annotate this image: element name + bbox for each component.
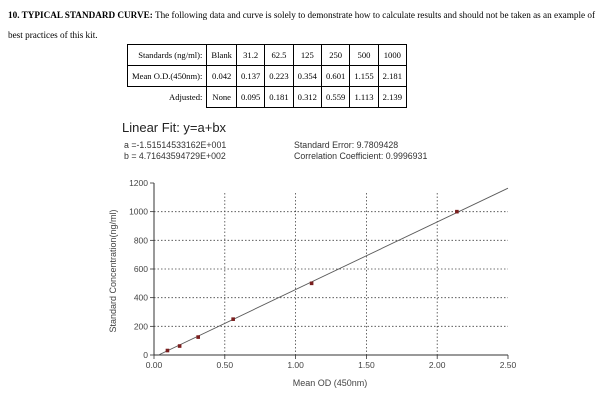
data-point [165,348,170,353]
standards-table: Standards (ng/ml): Blank 31.2 62.5 125 250 500… [126,44,408,108]
y-tick-label: 400 [134,293,148,303]
x-tick-label: 0.00 [146,360,163,370]
y-tick-label: 1000 [129,207,148,217]
y-tick-label: 0 [143,350,148,360]
data-point [455,209,459,214]
fit-param-a: a =-1.51514533162E+001 [124,140,227,150]
y-tick-label: 800 [134,235,148,245]
standard-error: Standard Error: 9.7809428 [294,140,399,150]
table-cell: 0.559 [320,86,351,108]
x-tick-label: 0.50 [217,360,234,370]
y-tick-label: 200 [134,321,148,331]
data-point [231,317,235,321]
table-row-label: Mean O.D.(450nm): [126,65,208,87]
section-heading: 10. TYPICAL STANDARD CURVE: The followin… [8,5,596,45]
x-tick-label: 2.50 [500,360,517,370]
x-tick-label: 2.00 [429,360,446,370]
table-row: Mean O.D.(450nm): 0.042 0.137 0.223 0.354 0.6… [126,65,408,87]
x-axis-title: Mean OD (450nm) [293,378,368,388]
correlation-coefficient: Correlation Coefficient: 0.9996931 [294,151,428,161]
table-row-label: Adjusted: [127,86,208,108]
fit-title: Linear Fit: y=a+bx [122,120,227,135]
y-axis-title: Standard Concentration(ng/ml) [108,209,118,332]
table-row: Adjusted: None 0.095 0.181 0.312 0.559 1.113 2.… [127,86,408,108]
x-tick-label: 1.00 [287,360,304,370]
data-point [309,281,314,286]
y-tick-label: 1200 [129,178,148,188]
section-title: 10. TYPICAL STANDARD CURVE: [8,10,153,20]
y-tick-label: 600 [134,264,148,274]
section-text: The following data and curve is solely t… [8,10,596,40]
data-point [177,344,182,348]
data-point [196,335,200,339]
fit-param-b: b = 4.71643594729E+002 [124,151,226,161]
table-cell: 2.139 [377,86,408,108]
x-tick-label: 1.50 [358,360,375,370]
fit-line [158,187,509,356]
